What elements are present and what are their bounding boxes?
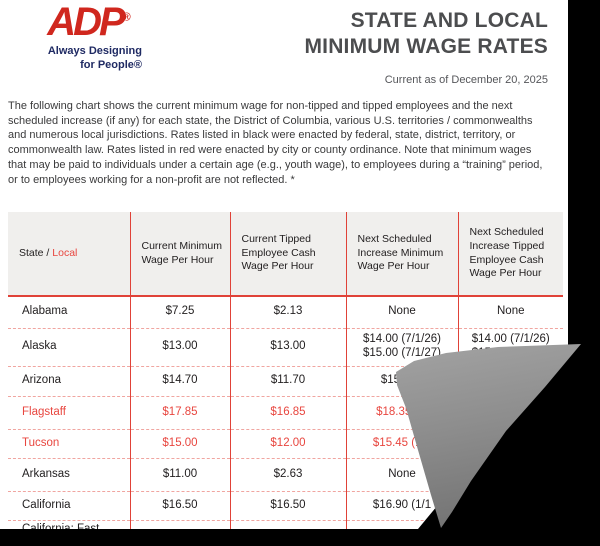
column-header-next-increase-minimum: Next Scheduled Increase Minimum Wage Per… [345, 212, 458, 297]
column-header-state-local: State / Local [8, 212, 130, 297]
current-tipped-cell: $16.85 [229, 396, 346, 430]
current-tipped-cell: $12.00 [229, 429, 346, 459]
column-header-current-minimum-wage: Current Minimum Wage Per Hour [129, 212, 230, 297]
adp-tagline-line1: Always Designing [47, 45, 142, 57]
page-title-block: STATE AND LOCAL MINIMUM WAGE RATES Curre… [304, 8, 548, 86]
table-row-alabama: Alabama $7.25 $2.13 None None [8, 296, 563, 329]
table-header-row: State / Local Current Minimum Wage Per H… [8, 212, 563, 297]
current-as-of-date: Current as of December 20, 2025 [384, 73, 548, 86]
adp-tagline: Always Designing for People® [34, 45, 142, 73]
state-cell: Alabama [8, 296, 130, 329]
adp-tagline-line2: for People® [80, 58, 142, 71]
current-tipped-cell: $13.00 [229, 328, 346, 367]
state-cell: California: Fast Food [22, 522, 100, 546]
next-min-cell [345, 520, 458, 529]
current-tipped-cell [229, 520, 346, 529]
state-header-text: State / [19, 246, 53, 259]
current-min-cell: $11.00 [129, 458, 230, 492]
intro-paragraph: The following chart shows the current mi… [8, 100, 543, 186]
current-min-cell: $15.00 [129, 429, 230, 459]
table-row-california: California $16.50 $16.50 $16.90 (1/1 [8, 491, 563, 521]
state-cell: Alaska [8, 328, 130, 367]
state-cell: Arizona [8, 366, 130, 397]
current-tipped-cell: $2.63 [229, 458, 346, 492]
registered-trademark-icon: ® [122, 11, 131, 24]
state-cell: California [8, 491, 130, 521]
current-min-cell: $14.70 [129, 366, 230, 397]
current-min-cell: $7.25 [129, 296, 230, 329]
local-header-text: Local [52, 246, 78, 259]
state-cell: Tucson [8, 429, 130, 459]
current-min-cell [129, 520, 230, 529]
next-min-cell: None [345, 296, 458, 329]
adp-logo-text: ADP [47, 0, 125, 44]
next-tipped-cell [457, 491, 563, 521]
next-tipped-cell [457, 520, 563, 529]
adp-logo: ADP® Always Designing for People® [34, 2, 144, 73]
current-min-cell: $17.85 [129, 396, 230, 430]
adp-logo-wordmark: ADP® [34, 2, 144, 42]
column-header-next-increase-tipped: Next Scheduled Increase Tipped Employee … [457, 212, 563, 297]
current-tipped-cell: $16.50 [229, 491, 346, 521]
flyer-sheet: ADP® Always Designing for People® STATE … [0, 0, 568, 529]
page-title-line2: MINIMUM WAGE RATES [304, 35, 548, 59]
state-cell: Arkansas [8, 458, 130, 492]
page-title-line1: STATE AND LOCAL [350, 9, 548, 32]
next-tipped-cell: None [457, 296, 563, 329]
current-tipped-cell: $11.70 [229, 366, 346, 397]
state-cell: Flagstaff [8, 396, 130, 430]
current-min-cell: $16.50 [129, 491, 230, 521]
column-header-current-tipped-wage: Current Tipped Employee Cash Wage Per Ho… [229, 212, 346, 297]
current-min-cell: $13.00 [129, 328, 230, 367]
current-tipped-cell: $2.13 [229, 296, 346, 329]
table-row-california-fast-food-partial: California: Fast Food [8, 520, 563, 546]
